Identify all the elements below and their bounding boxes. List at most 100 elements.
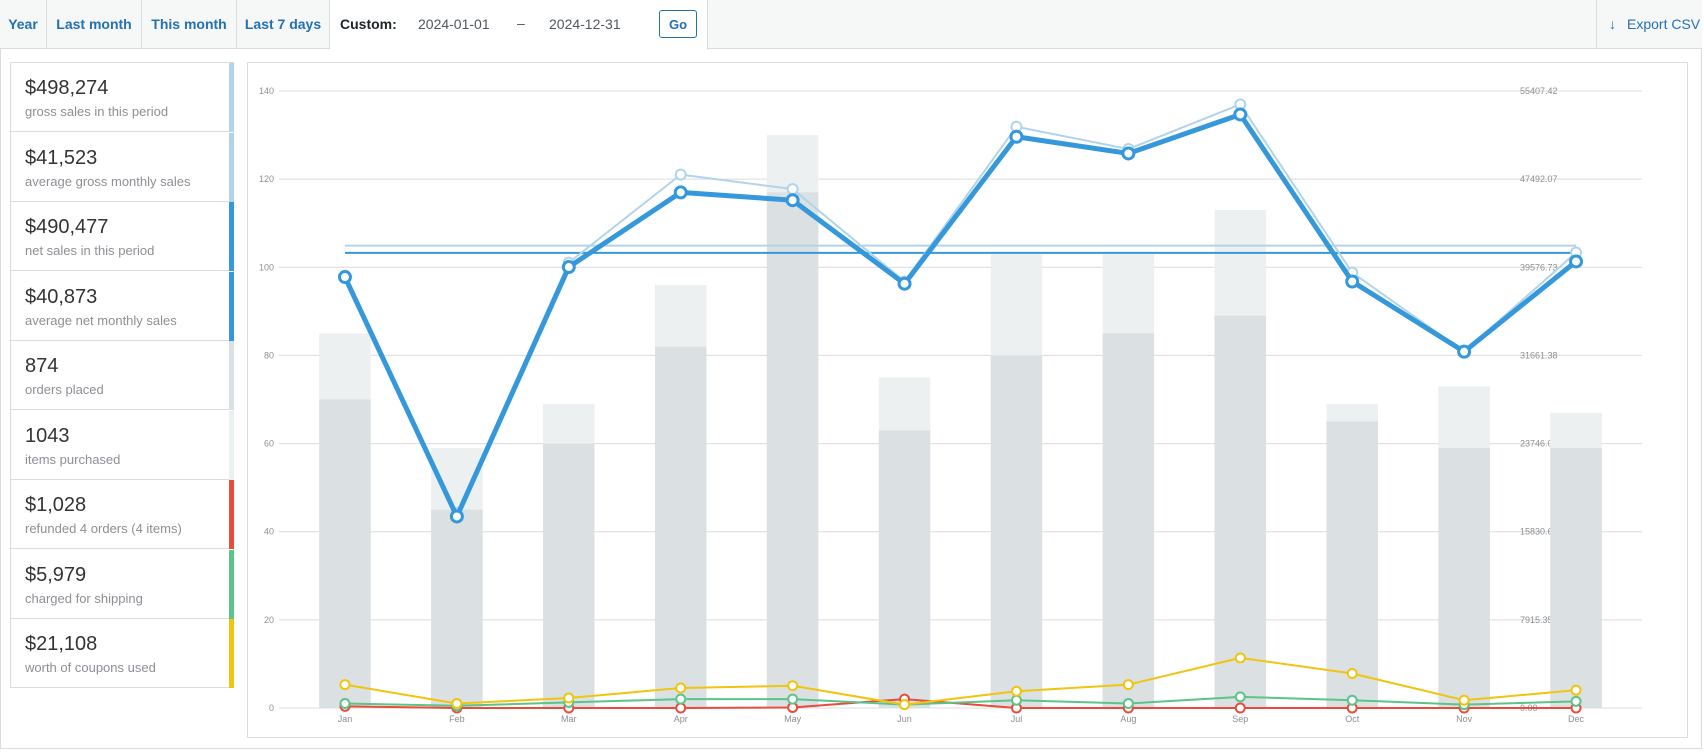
bar-orders-placed [1102,333,1155,708]
x-tick-label: Jun [897,714,912,724]
legend-item-gross-sales[interactable]: $498,274 gross sales in this period [11,63,234,132]
bar-orders-placed [654,346,707,708]
shipping-point [1570,695,1582,707]
y-left-tick-label: 40 [264,527,274,537]
legend-item-average-net-sales[interactable]: $40,873 average net monthly sales [11,271,234,341]
legend-color-swatch [229,410,234,480]
legend-item-shipping[interactable]: $5,979 charged for shipping [11,549,234,619]
coupons-point [787,680,799,692]
net-sales-point [1009,129,1024,144]
refunds-line [344,698,1577,709]
date-range-toolbar: Year Last month This month Last 7 days C… [0,0,1702,50]
y-right-tick-label: 31661.38 [1520,350,1558,360]
x-tick-label: Apr [674,714,688,724]
download-arrow-icon: ↓ [1609,16,1616,32]
net-sales-point [1457,344,1472,359]
bar-orders-placed [543,443,595,708]
shipping-point [339,698,351,710]
coupons-point [1346,667,1358,679]
shipping-point [1346,694,1358,706]
tab-last-7-days[interactable]: Last 7 days [237,0,330,49]
x-tick-label: Feb [449,714,465,724]
date-separator: – [517,15,525,31]
y-left-tick-label: 60 [264,439,274,449]
coupons-point [899,699,911,711]
shipping-point [675,693,687,705]
end-date-input[interactable] [549,10,659,38]
go-button[interactable]: Go [659,10,697,38]
legend-item-net-sales[interactable]: $490,477 net sales in this period [11,202,234,271]
net-sales-point [1345,274,1360,289]
legend-amount: $1,028 [25,494,87,516]
coupons-point [1010,685,1022,697]
export-csv-button[interactable]: ↓ Export CSV [1596,0,1702,49]
y-left-tick-label: 100 [259,262,274,272]
legend-item-orders-placed[interactable]: 874 orders placed [11,341,234,410]
legend-description: charged for shipping [25,590,143,606]
legend-item-average-gross-sales[interactable]: $41,523 average gross monthly sales [11,132,234,202]
shipping-point [787,693,799,705]
y-left-tick-label: 80 [264,350,274,360]
legend-amount: 874 [25,355,59,377]
y-right-tick-label: 55407.42 [1520,86,1558,96]
export-csv-label: Export CSV [1627,16,1701,32]
x-tick-label: Jul [1011,714,1023,724]
chart-legend: $498,274 gross sales in this period $41,52… [10,62,234,688]
custom-range-label: Custom: [340,16,397,32]
x-tick-label: Aug [1120,714,1136,724]
shipping-point [1122,698,1134,710]
coupons-point [675,682,687,694]
start-date-input[interactable] [418,10,528,38]
legend-description: gross sales in this period [25,104,169,119]
legend-description: average net monthly sales [25,312,177,328]
legend-color-swatch [229,619,234,688]
x-tick-label: Mar [561,714,577,724]
tab-last-month[interactable]: Last month [47,0,142,49]
legend-description: average gross monthly sales [25,173,191,189]
y-right-tick-label: 39576.73 [1520,262,1558,272]
coupons-point [451,698,463,710]
legend-amount: $21,108 [25,633,98,655]
sales-chart: 0 0.00 20 7915.35 40 15830.69 60 23746.04 80 3166… [247,62,1688,738]
legend-description: net sales in this period [25,243,155,258]
y-right-tick-label: 47492.07 [1520,174,1558,184]
legend-amount: $41,523 [25,146,98,169]
tab-year[interactable]: Year [0,0,47,49]
bar-orders-placed [766,192,819,709]
legend-item-coupons[interactable]: $21,108 worth of coupons used [11,619,234,688]
net-sales-point [785,193,800,208]
x-tick-label: May [784,714,802,724]
tab-this-month[interactable]: This month [142,0,237,49]
legend-description: refunded 4 orders (4 items) [25,521,182,536]
x-tick-label: Dec [1568,714,1585,724]
legend-description: items purchased [25,451,121,467]
gross-sales-point [786,183,799,196]
y-left-tick-label: 20 [264,615,274,625]
net-sales-point [337,270,352,285]
legend-item-refunds[interactable]: $1,028 refunded 4 orders (4 items) [11,480,234,549]
legend-description: orders placed [25,382,104,397]
legend-amount: $490,477 [25,216,109,238]
legend-amount: $5,979 [25,563,87,586]
net-sales-line [342,111,1578,519]
net-sales-point [561,260,576,275]
bar-orders-placed [1550,447,1602,708]
shipping-point [1010,694,1022,706]
net-sales-point [1121,146,1136,161]
legend-amount: $498,274 [25,77,109,99]
y-right-tick-label: 7915.35 [1520,615,1553,625]
net-sales-point [897,276,912,291]
shipping-point [1234,691,1246,703]
net-sales-point [673,185,688,200]
x-tick-label: Oct [1345,714,1360,724]
coupons-point [1570,684,1582,696]
y-left-tick-label: 120 [259,174,274,184]
legend-color-swatch [229,341,234,410]
bar-orders-placed [990,355,1043,708]
legend-color-swatch [229,132,234,202]
coupons-point [563,692,575,704]
net-sales-point [1569,254,1584,269]
legend-description: worth of coupons used [25,660,156,675]
net-sales-point [449,509,464,524]
legend-item-items-purchased[interactable]: 1043 items purchased [11,410,234,480]
